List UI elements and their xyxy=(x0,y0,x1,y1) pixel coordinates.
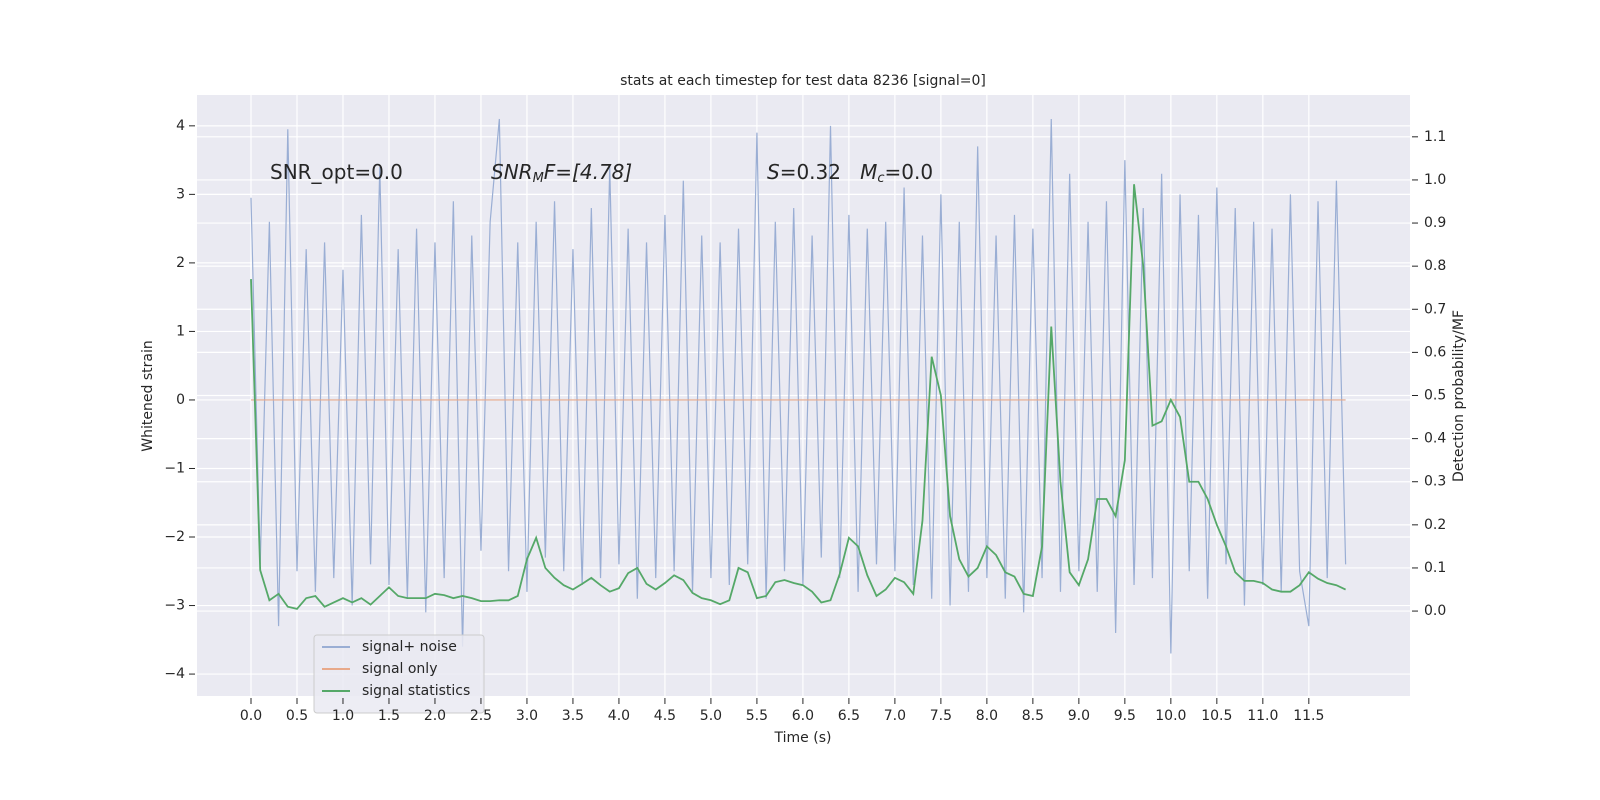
x-tick-label: 3.5 xyxy=(562,708,584,724)
annotation: S=0.32 Mc=0.0 xyxy=(767,160,933,186)
y-tick-label: 1 xyxy=(176,323,185,339)
y2-tick-label: 0.4 xyxy=(1424,431,1446,447)
x-tick-label: 2.0 xyxy=(424,708,446,724)
annotation-part: M xyxy=(533,171,544,186)
y-tick-label: 4 xyxy=(176,118,185,134)
annotation: SNR_opt=0.0 xyxy=(270,160,403,184)
annotation-part: =0.32 xyxy=(780,160,860,184)
annotation-part: F=[4.78] xyxy=(544,160,632,184)
x-tick-label: 5.5 xyxy=(746,708,768,724)
y2-tick-label: 1.0 xyxy=(1424,172,1446,188)
x-tick-label: 9.5 xyxy=(1114,708,1136,724)
y2-tick-label: 0.0 xyxy=(1424,603,1446,619)
series-line xyxy=(250,184,1346,610)
annotation-part: SNR xyxy=(491,160,533,184)
legend-label: signal+ noise xyxy=(362,639,457,655)
annotation-part: SNR_opt=0.0 xyxy=(270,160,403,184)
x-tick-label: 7.5 xyxy=(930,708,952,724)
x-tick-label: 10.5 xyxy=(1201,708,1232,724)
chart-title: stats at each timestep for test data 823… xyxy=(620,73,986,89)
annotation-part: c xyxy=(877,171,884,186)
x-tick-label: 3.0 xyxy=(516,708,538,724)
x-tick-label: 2.5 xyxy=(470,708,492,724)
y2-tick-label: 0.8 xyxy=(1424,258,1446,274)
y2-tick-label: 0.6 xyxy=(1424,344,1446,360)
annotation-part: M xyxy=(860,160,877,184)
y2-axis-label: Detection probability/MF xyxy=(1451,310,1467,482)
y-tick-label: 2 xyxy=(176,255,185,271)
legend-label: signal only xyxy=(362,661,437,677)
y-axis-label: Whitened strain xyxy=(140,340,156,451)
x-tick-label: 6.5 xyxy=(838,708,860,724)
x-tick-label: 8.0 xyxy=(976,708,998,724)
x-tick-label: 1.0 xyxy=(332,708,354,724)
y-tick-label: −2 xyxy=(164,529,185,545)
x-tick-label: 8.5 xyxy=(1022,708,1044,724)
annotation-part: =0.0 xyxy=(885,160,934,184)
y2-tick-label: 0.1 xyxy=(1424,560,1446,576)
y2-tick-label: 0.7 xyxy=(1424,301,1446,317)
y2-tick-label: 0.2 xyxy=(1424,517,1446,533)
x-tick-label: 1.5 xyxy=(378,708,400,724)
x-tick-label: 11.0 xyxy=(1247,708,1278,724)
legend-box xyxy=(313,634,485,714)
x-tick-label: 7.0 xyxy=(884,708,906,724)
x-tick-label: 6.0 xyxy=(792,708,814,724)
annotation: SNRMF=[4.78] xyxy=(491,160,632,186)
x-tick-label: 9.0 xyxy=(1068,708,1090,724)
x-tick-label: 10.0 xyxy=(1155,708,1186,724)
x-tick-label: 0.5 xyxy=(286,708,308,724)
x-tick-label: 4.0 xyxy=(608,708,630,724)
x-tick-label: 0.0 xyxy=(240,708,262,724)
y-tick-label: −3 xyxy=(164,598,185,614)
y-tick-label: −4 xyxy=(164,666,185,682)
x-tick-label: 11.5 xyxy=(1293,708,1324,724)
y2-tick-label: 0.9 xyxy=(1424,215,1446,231)
y2-tick-label: 1.1 xyxy=(1424,129,1446,145)
x-tick-label: 5.0 xyxy=(700,708,722,724)
legend-label: signal statistics xyxy=(362,683,470,699)
annotation-part: S xyxy=(767,160,780,184)
y-tick-label: 0 xyxy=(176,392,185,408)
y-tick-label: 3 xyxy=(176,186,185,202)
x-tick-label: 4.5 xyxy=(654,708,676,724)
x-axis-label: Time (s) xyxy=(774,730,832,746)
y-tick-label: −1 xyxy=(164,460,185,476)
y2-tick-label: 0.5 xyxy=(1424,388,1446,404)
y2-tick-label: 0.3 xyxy=(1424,474,1446,490)
series-line xyxy=(250,118,1347,654)
